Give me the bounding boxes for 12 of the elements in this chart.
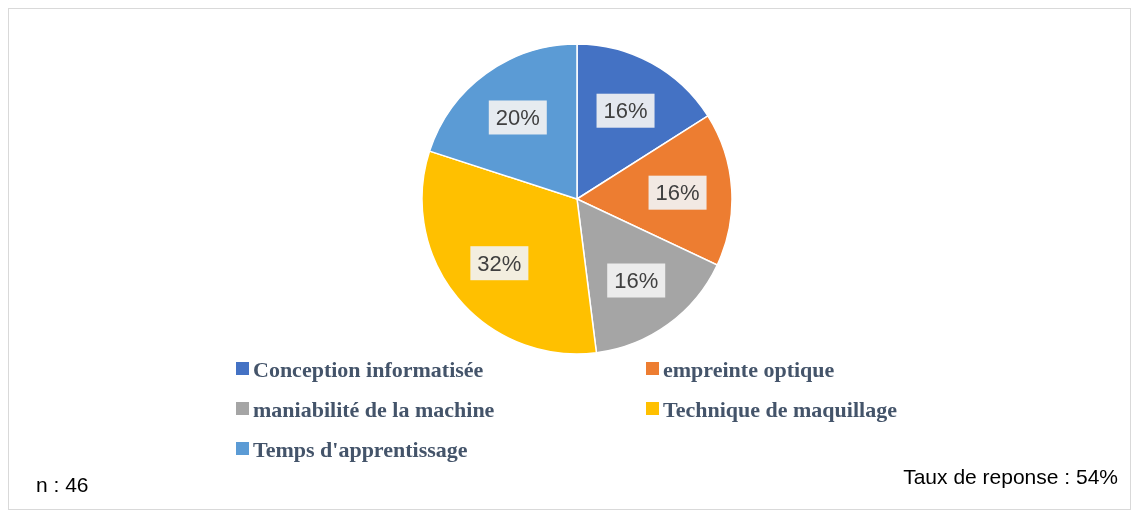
data-label: 16%	[603, 98, 648, 124]
text: n : 46	[36, 473, 89, 496]
legend-label: Conception informatisée	[253, 356, 484, 382]
data-label: 20%	[495, 104, 540, 130]
legend-label: empreinte optique	[663, 356, 835, 382]
legend-label: maniabilité de la machine	[253, 396, 495, 422]
data-label: 16%	[655, 180, 700, 206]
data-label: 16%	[614, 268, 659, 294]
legend-label: Temps d'apprentissage	[253, 436, 468, 462]
text: Taux de reponse : 54%	[903, 465, 1118, 488]
data-label: 32%	[477, 250, 522, 276]
legend-label: Technique de maquillage	[663, 396, 898, 422]
